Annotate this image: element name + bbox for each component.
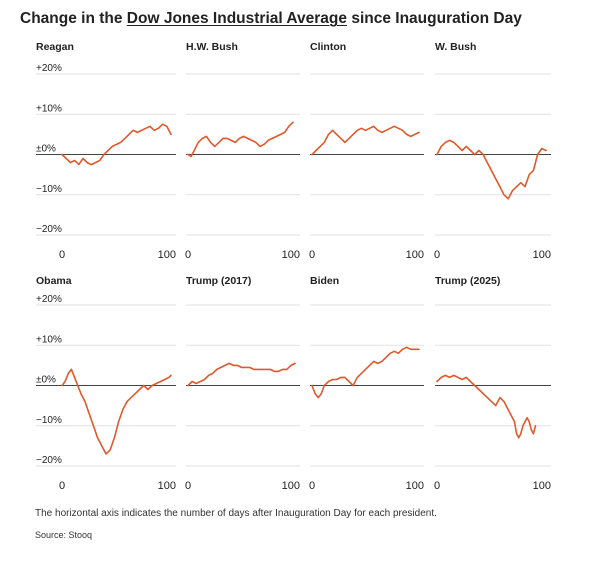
chart-title: Change in the Dow Jones Industrial Avera…	[20, 10, 522, 28]
title-suffix: since Inauguration Day	[347, 10, 522, 27]
series-line	[311, 125, 420, 156]
y-tick-label: −20%	[36, 224, 62, 235]
y-tick-label: +10%	[36, 334, 62, 345]
panel-title: Clinton	[310, 41, 346, 53]
x-tick-label: 0	[309, 480, 315, 492]
x-tick-label: 100	[406, 249, 424, 261]
x-tick-label: 100	[158, 480, 176, 492]
panel-title: Biden	[310, 275, 339, 287]
x-tick-label: 100	[282, 249, 300, 261]
x-tick-label: 0	[59, 480, 65, 492]
panel-title: Trump (2025)	[435, 275, 500, 287]
y-tick-label: +20%	[36, 63, 62, 74]
y-tick-label: ±0%	[36, 375, 56, 386]
series-line	[61, 368, 172, 455]
x-tick-label: 100	[533, 249, 551, 261]
x-tick-label: 100	[282, 480, 300, 492]
y-tick-label: −10%	[36, 415, 62, 426]
series-line	[311, 346, 420, 399]
axis-note: The horizontal axis indicates the number…	[35, 508, 437, 519]
y-tick-label: −20%	[36, 455, 62, 466]
y-tick-label: −10%	[36, 184, 62, 195]
series-line	[436, 139, 547, 200]
y-tick-label: ±0%	[36, 144, 56, 155]
series-line	[436, 374, 537, 439]
series-line	[187, 121, 294, 158]
series-line	[61, 123, 172, 166]
x-tick-label: 100	[158, 249, 176, 261]
x-tick-label: 0	[434, 249, 440, 261]
panel-title: W. Bush	[435, 41, 476, 53]
panel-title: Trump (2017)	[186, 275, 251, 287]
x-tick-label: 0	[434, 480, 440, 492]
x-tick-label: 0	[59, 249, 65, 261]
x-tick-label: 0	[185, 249, 191, 261]
x-tick-label: 100	[406, 480, 424, 492]
panel-title: Reagan	[36, 41, 74, 53]
panel-title: Obama	[36, 275, 72, 287]
title-link[interactable]: Dow Jones Industrial Average	[126, 10, 348, 27]
series-line	[187, 362, 296, 387]
title-prefix: Change in the	[20, 10, 127, 27]
source-note: Source: Stooq	[35, 530, 93, 540]
x-tick-label: 0	[185, 480, 191, 492]
y-tick-label: +20%	[36, 294, 62, 305]
y-tick-label: +10%	[36, 103, 62, 114]
panel-title: H.W. Bush	[186, 41, 238, 53]
x-tick-label: 100	[533, 480, 551, 492]
x-tick-label: 0	[309, 249, 315, 261]
